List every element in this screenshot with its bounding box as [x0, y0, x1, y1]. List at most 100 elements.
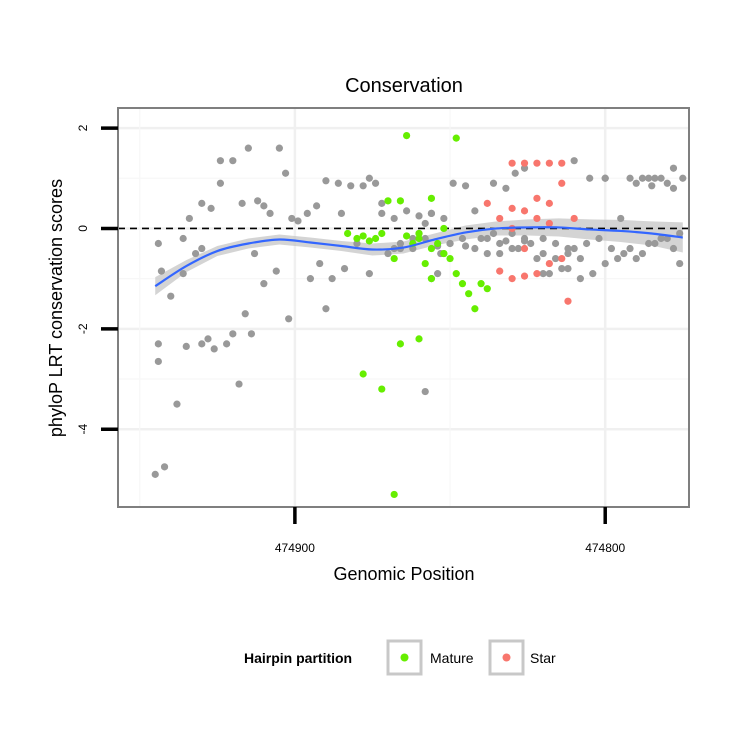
- data-point-star: [545, 159, 553, 167]
- data-point-other: [216, 179, 225, 187]
- y-tick-label: 0: [76, 225, 90, 232]
- data-point-other: [353, 239, 361, 248]
- data-point-other: [669, 164, 678, 172]
- grid-lines: [118, 108, 689, 507]
- data-point-star: [545, 199, 553, 207]
- data-point-mature: [465, 290, 473, 298]
- data-point-other: [601, 259, 609, 268]
- data-point-mature: [390, 254, 398, 263]
- data-point-mature: [477, 280, 485, 288]
- x-tick-label: 474900: [275, 541, 315, 555]
- data-point-other: [508, 244, 516, 253]
- data-point-other: [626, 244, 634, 253]
- data-point-other: [154, 357, 162, 366]
- data-point-other: [669, 184, 678, 192]
- data-point-other: [489, 179, 498, 187]
- data-point-mature: [415, 229, 423, 238]
- data-point-other: [254, 197, 262, 205]
- data-point-other: [365, 270, 373, 278]
- legend-label-star: Star: [530, 650, 556, 666]
- data-point-other: [288, 214, 296, 223]
- data-point-other: [185, 214, 193, 223]
- legend: Hairpin partition Mature Star: [244, 639, 556, 676]
- data-point-other: [679, 174, 687, 182]
- smooth-curve: [154, 226, 683, 288]
- x-axis: 474900 474800: [275, 507, 626, 555]
- data-point-other: [371, 179, 380, 187]
- data-point-other: [502, 184, 510, 192]
- data-point-other: [229, 330, 237, 338]
- data-point-other: [427, 209, 436, 217]
- data-point-mature: [458, 280, 467, 288]
- data-point-other: [260, 280, 268, 288]
- data-point-star: [533, 194, 541, 202]
- data-point-other: [471, 244, 479, 253]
- data-point-other: [582, 239, 591, 248]
- legend-swatch-star: [502, 653, 511, 662]
- y-tick-label: 2: [76, 124, 90, 131]
- data-point-star: [496, 214, 504, 223]
- data-point-other: [173, 400, 181, 408]
- data-point-star: [533, 159, 541, 167]
- data-point-star: [520, 159, 529, 167]
- data-point-other: [617, 214, 625, 223]
- data-point-other: [337, 209, 346, 217]
- data-point-other: [306, 275, 315, 283]
- data-point-other: [576, 275, 584, 283]
- data-point-other: [229, 157, 237, 165]
- legend-title: Hairpin partition: [244, 650, 352, 666]
- data-point-other: [154, 239, 162, 248]
- data-point-star: [570, 214, 578, 223]
- data-point-other: [247, 330, 256, 338]
- data-point-other: [449, 179, 457, 187]
- data-point-other: [663, 179, 671, 187]
- data-point-other: [551, 254, 560, 263]
- legend-swatch-mature: [400, 653, 409, 662]
- data-point-other: [167, 292, 175, 300]
- data-point-star: [564, 297, 572, 305]
- data-point-other: [198, 340, 206, 348]
- data-point-other: [266, 209, 274, 217]
- data-point-other: [191, 249, 200, 258]
- data-point-mature: [396, 197, 404, 205]
- data-point-mature: [384, 197, 392, 205]
- data-point-other: [281, 169, 290, 177]
- data-point-mature: [353, 234, 361, 243]
- data-point-other: [235, 380, 243, 388]
- data-point-star: [520, 207, 529, 215]
- data-point-other: [648, 182, 656, 190]
- data-point-other: [250, 249, 259, 258]
- data-point-mature: [440, 249, 448, 258]
- data-point-other: [154, 340, 162, 348]
- data-point-mature: [403, 132, 411, 140]
- data-point-other: [638, 174, 647, 182]
- data-point-other: [539, 234, 547, 243]
- data-point-star: [520, 244, 529, 253]
- data-point-other: [477, 234, 485, 243]
- data-point-other: [570, 244, 578, 253]
- y-tick-label: -2: [76, 323, 90, 334]
- data-point-other: [676, 229, 684, 238]
- data-point-other: [589, 270, 597, 278]
- data-point-star: [558, 159, 566, 167]
- data-point-other: [483, 234, 491, 243]
- data-point-mature: [378, 229, 386, 238]
- data-point-other: [378, 199, 386, 207]
- data-point-other: [651, 174, 659, 182]
- data-point-other: [151, 470, 159, 478]
- data-point-other: [489, 229, 498, 238]
- data-point-mature: [421, 259, 429, 268]
- data-point-other: [390, 214, 398, 223]
- data-point-other: [539, 270, 547, 278]
- data-point-other: [461, 182, 470, 190]
- data-point-other: [434, 270, 442, 278]
- legend-entries: Mature Star: [386, 639, 556, 676]
- data-point-other: [446, 239, 454, 248]
- data-point-other: [285, 315, 293, 323]
- plot-border: [117, 107, 690, 508]
- confidence-band-area: [155, 218, 683, 296]
- data-point-other: [607, 244, 616, 253]
- data-point-other: [313, 202, 321, 210]
- data-point-mature: [378, 385, 386, 393]
- data-point-mature: [415, 335, 423, 343]
